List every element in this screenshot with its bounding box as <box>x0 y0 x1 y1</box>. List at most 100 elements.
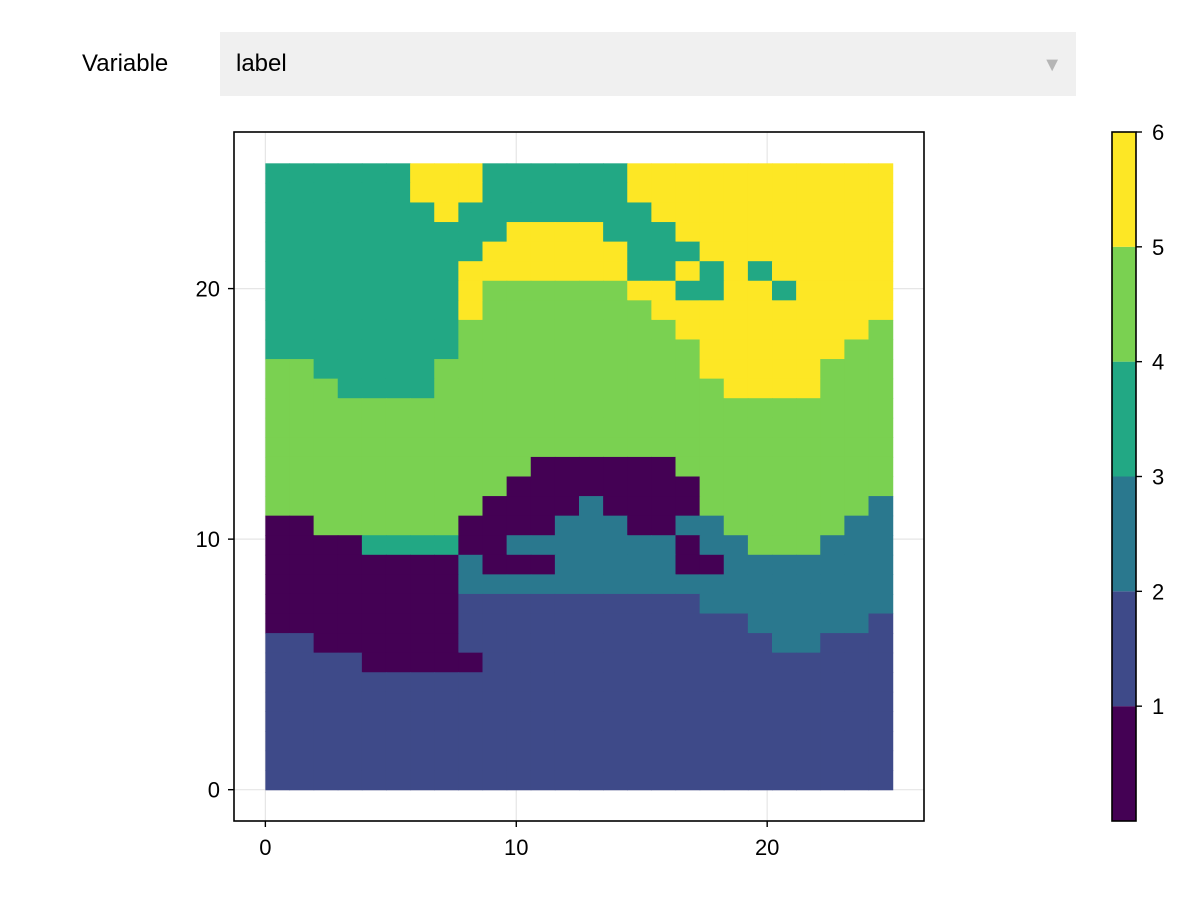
heatmap-cell <box>723 476 749 497</box>
heatmap-cell <box>796 280 821 301</box>
heatmap-cell <box>579 691 604 712</box>
heatmap-cell <box>603 515 628 536</box>
heatmap-cell <box>627 182 652 204</box>
heatmap-cell <box>747 593 773 615</box>
heatmap-cell <box>434 182 459 204</box>
heatmap-cell <box>458 730 484 752</box>
heatmap-cell <box>265 554 291 575</box>
heatmap-cell <box>289 535 315 556</box>
heatmap-cell <box>868 359 894 380</box>
heatmap-cell <box>772 222 797 243</box>
heatmap-cell <box>579 593 604 615</box>
heatmap-cell <box>361 476 387 497</box>
heatmap-cell <box>506 691 532 712</box>
heatmap-cell <box>434 633 459 654</box>
heatmap-cell <box>699 339 725 360</box>
heatmap-cell <box>723 456 749 478</box>
heatmap-cell <box>289 456 315 478</box>
heatmap-cell <box>772 261 797 282</box>
heatmap-cell <box>579 672 604 693</box>
heatmap-cell <box>675 319 701 341</box>
heatmap-cell <box>820 261 845 282</box>
heatmap-cell <box>699 730 725 752</box>
heatmap-cell <box>772 359 797 380</box>
heatmap-cell <box>820 515 845 536</box>
heatmap-cell <box>651 633 677 654</box>
heatmap-cell <box>458 633 484 654</box>
heatmap-cell <box>699 593 725 615</box>
heatmap-cell <box>506 593 532 615</box>
heatmap-cell <box>699 300 725 321</box>
heatmap-cell <box>723 182 749 204</box>
heatmap-cell <box>361 163 387 184</box>
heatmap-cell <box>458 398 484 419</box>
heatmap-cell <box>723 417 749 438</box>
heatmap-cell <box>361 711 387 732</box>
heatmap-cell <box>651 750 677 771</box>
heatmap-cell <box>675 593 701 615</box>
heatmap-cell <box>723 633 749 654</box>
heatmap-cell <box>410 770 435 791</box>
heatmap-cell <box>699 652 725 673</box>
heatmap-cell <box>675 770 701 791</box>
heatmap-cell <box>723 691 749 712</box>
heatmap-cell <box>820 770 845 791</box>
heatmap-cell <box>410 359 435 380</box>
heatmap-cell <box>603 496 628 517</box>
heatmap-cell <box>289 339 315 360</box>
heatmap-cell <box>530 182 556 204</box>
heatmap-cell <box>265 202 291 223</box>
heatmap-cell <box>844 554 870 575</box>
heatmap-cell <box>820 574 845 595</box>
heatmap-cell <box>458 456 484 478</box>
heatmap-cell <box>482 437 508 458</box>
heatmap-cell <box>796 319 821 341</box>
heatmap-cell <box>772 241 797 262</box>
heatmap-cell <box>313 319 339 341</box>
heatmap-cell <box>458 574 484 595</box>
heatmap-cell <box>265 750 291 771</box>
heatmap-cell <box>868 476 894 497</box>
heatmap-cell <box>772 300 797 321</box>
heatmap-cell <box>313 515 339 536</box>
heatmap-cell <box>603 730 628 752</box>
heatmap-cell <box>579 280 604 301</box>
heatmap-cell <box>410 417 435 438</box>
heatmap-cell <box>313 359 339 380</box>
heatmap-cell <box>699 182 725 204</box>
heatmap-cell <box>265 593 291 615</box>
heatmap-cell <box>434 398 459 419</box>
heatmap-cell <box>385 750 411 771</box>
variable-dropdown-value: label <box>236 50 287 77</box>
heatmap-cell <box>651 398 677 419</box>
heatmap-cell <box>313 378 339 399</box>
heatmap-cell <box>868 535 894 556</box>
heatmap-cell <box>482 652 508 673</box>
heatmap-cell <box>530 398 556 419</box>
heatmap-cell <box>506 633 532 654</box>
heatmap-cell <box>747 456 773 478</box>
heatmap-cell <box>289 476 315 497</box>
heatmap-cell <box>410 476 435 497</box>
heatmap-cell <box>651 554 677 575</box>
heatmap-cell <box>361 496 387 517</box>
heatmap-cell <box>530 496 556 517</box>
heatmap-cell <box>554 652 580 673</box>
heatmap-cell <box>361 750 387 771</box>
heatmap-cell <box>313 496 339 517</box>
heatmap-cell <box>530 593 556 615</box>
heatmap-cell <box>554 182 580 204</box>
heatmap-cell <box>579 241 604 262</box>
heatmap-cell <box>820 691 845 712</box>
heatmap-cell <box>385 202 411 223</box>
heatmap-cell <box>675 202 701 223</box>
heatmap-cell <box>482 770 508 791</box>
variable-dropdown[interactable]: label ▼ <box>220 32 1076 96</box>
heatmap-cell <box>699 456 725 478</box>
heatmap-cell <box>747 378 773 399</box>
heatmap-cell <box>506 359 532 380</box>
heatmap-cell <box>385 437 411 458</box>
heatmap-cell <box>747 613 773 634</box>
heatmap-cell <box>844 633 870 654</box>
heatmap-cell <box>651 339 677 360</box>
